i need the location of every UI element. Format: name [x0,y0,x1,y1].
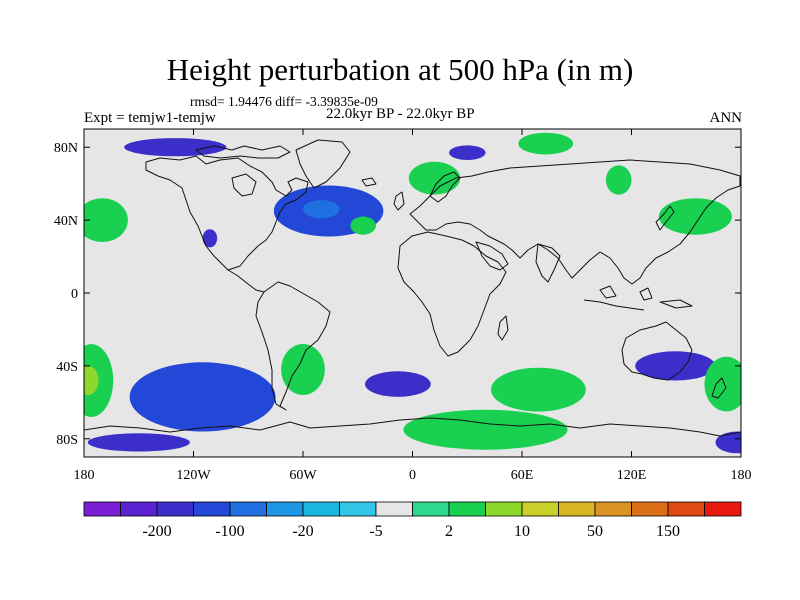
colorbar-box-5 [266,501,304,517]
x-tick-label-1: 120W [176,468,211,483]
colorbar-box-1 [120,501,158,517]
anomaly-region-11 [84,198,128,242]
stats-text: rmsd= 1.94476 diff= -3.39835e-09 [190,94,378,109]
colorbar-box-15 [631,501,669,517]
anomaly-region-20 [281,344,325,395]
anomaly-region-1 [303,200,340,219]
colorbar-box-12 [521,501,559,517]
anomaly-region-16 [350,216,377,235]
colorbar-label-7: 150 [656,523,680,540]
coastline-australia [621,321,693,381]
x-tick-label-5: 120E [617,468,647,483]
chart-title: Height perturbation at 500 hPa (in m) [166,52,634,87]
anomaly-region-6 [129,362,276,432]
anomaly-region-9 [715,431,741,454]
colorbar-box-4 [229,501,267,517]
colorbar-label-4: 2 [445,523,453,540]
anomaly-region-12 [658,198,732,235]
season-label: ANN [709,110,743,126]
coastline-central-america [227,269,265,293]
x-axis: 180 120W 60W 0 60E 120E 180 [74,129,752,483]
colorbar-box-8 [375,501,413,517]
anomaly-field-layer [84,132,741,454]
colorbar-box-11 [485,501,523,517]
colorbar-box-14 [594,501,632,517]
colorbar-box-13 [558,501,596,517]
coastline-iceland [361,177,377,187]
anomaly-region-15 [605,165,632,195]
colorbar-box-16 [667,501,705,517]
x-tick-label-0: 180 [74,468,95,483]
x-tick-label-6: 180 [731,468,752,483]
anomaly-region-2 [124,138,227,157]
anomaly-region-8 [635,351,716,381]
colorbar-box-3 [193,501,231,517]
coastline-madagascar [497,315,509,341]
coastline-india [535,243,561,283]
anomaly-region-4 [202,229,218,248]
coastline-britain [393,191,405,211]
coastline-eurasia [409,159,741,285]
coastline-africa [397,231,507,357]
coastline-indonesia [583,285,693,311]
coastline-hudson-bay [231,173,257,197]
y-tick-label-0: 80N [54,141,78,156]
x-tick-label-4: 60E [511,468,534,483]
colorbar-label-6: 50 [587,523,603,540]
colorbar-label-5: 10 [514,523,530,540]
coastline-north-america [145,155,309,271]
anomaly-region-21 [704,356,741,412]
experiment-label: Expt = temjw1-temjw [84,110,216,126]
coastline-japan [655,205,675,231]
y-tick-label-2: 0 [71,287,78,302]
anomaly-region-22 [403,409,568,450]
coastline-south-america [255,281,331,411]
anomaly-region-3 [449,145,486,160]
colorbar-label-0: -200 [142,523,171,540]
anomaly-region-19 [84,365,99,396]
period-label: 22.0kyr BP - 22.0kyr BP [326,106,475,122]
coastline-scandinavia [429,171,461,203]
y-tick-label-3: 40S [56,360,78,375]
coastline-greenland [295,139,351,189]
colorbar-label-2: -20 [292,523,313,540]
coastline-antarctica [84,417,741,437]
y-axis: 80N 40N 0 40S 80S [54,141,741,448]
x-tick-label-2: 60W [289,468,317,483]
coastline-arctic-islands [195,145,291,159]
colorbar: -200 -100 -20 -5 2 10 50 150 [83,501,742,540]
anomaly-region-14 [518,132,574,155]
colorbar-box-0 [83,501,121,517]
colorbar-label-3: -5 [369,523,382,540]
colorbar-box-6 [302,501,340,517]
anomaly-region-10 [87,433,190,452]
colorbar-box-7 [339,501,377,517]
y-tick-label-1: 40N [54,214,78,229]
colorbar-box-17 [704,501,742,517]
coastline-new-zealand [711,377,727,399]
anomaly-region-7 [365,371,431,397]
coastline-arabia [475,241,509,271]
x-tick-label-3: 0 [409,468,416,483]
colorbar-label-1: -100 [215,523,244,540]
anomaly-region-17 [491,367,586,412]
coastline-layer [84,139,741,437]
colorbar-box-9 [412,501,450,517]
colorbar-box-10 [448,501,486,517]
anomaly-region-13 [408,161,460,195]
y-tick-label-4: 80S [56,433,78,448]
colorbar-box-2 [156,501,194,517]
